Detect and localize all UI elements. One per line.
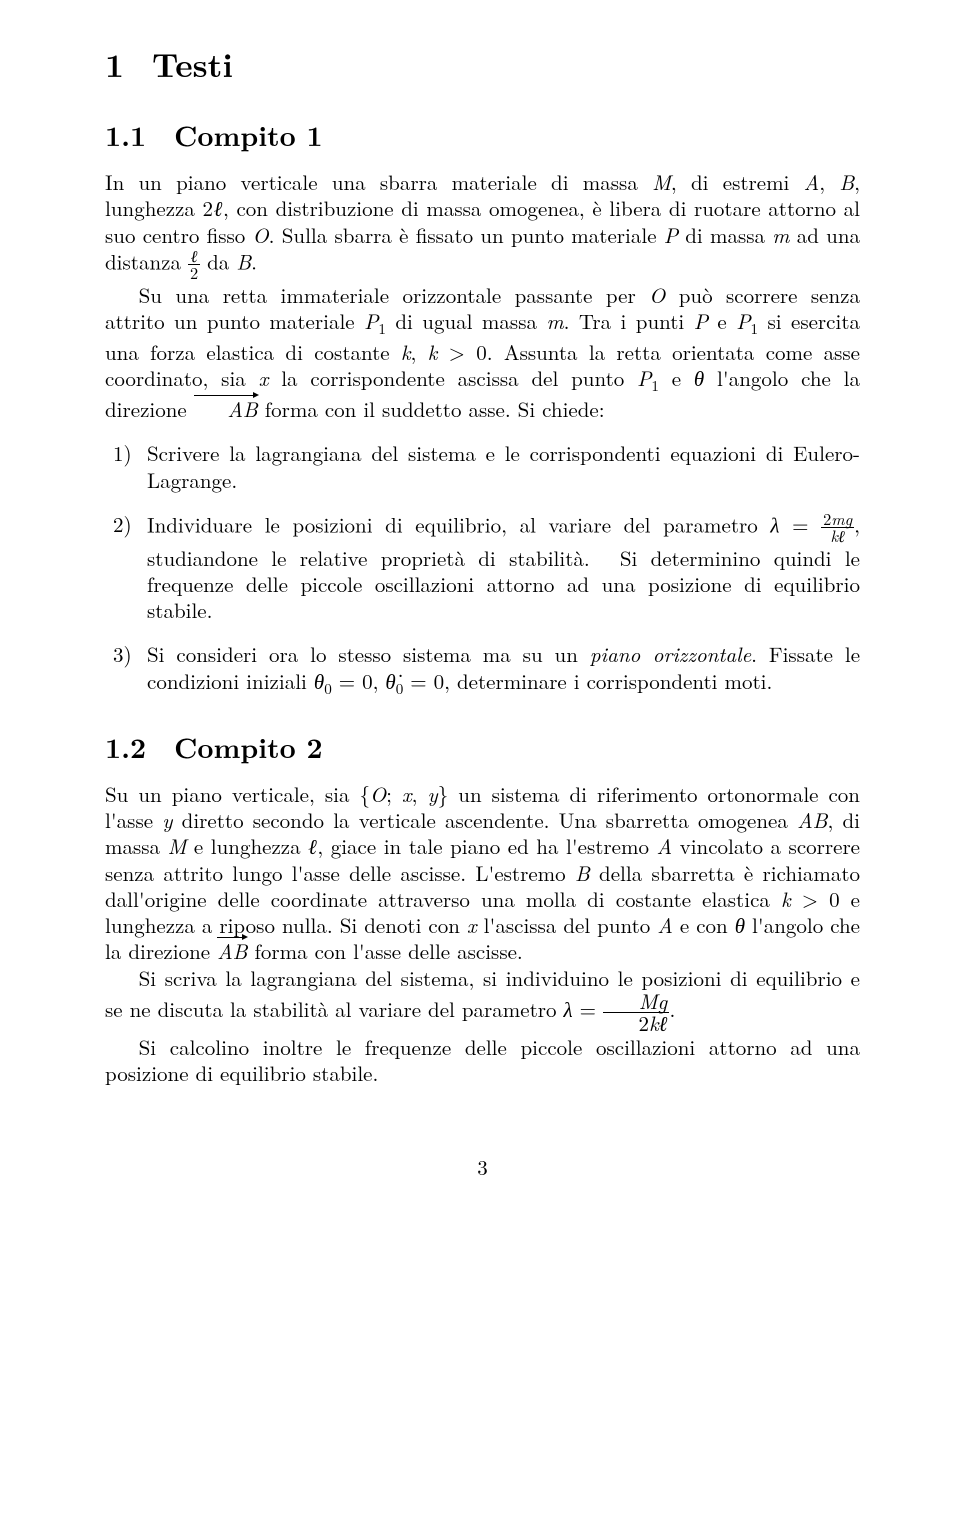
sub2-paragraph-3: Si calcolino inoltre le frequenze delle … [105,1034,860,1087]
sub1-list: 1) Scrivere la lagrangiana del sistema e… [105,440,860,698]
list-item: 1) Scrivere la lagrangiana del sistema e… [105,440,860,493]
subsection-2-heading: 1.2 Compito 2 [105,727,860,767]
list-marker: 3) [113,641,132,667]
subsection-1-heading: 1.1 Compito 1 [105,115,860,155]
list-marker: 2) [113,511,132,537]
subsection-1-title: Compito 1 [174,115,322,155]
sub2-paragraph-1: Su un piano verticale, sia {O; x, y} un … [105,781,860,965]
page-number: 3 [105,1152,860,1182]
sub1-paragraph-1: In un piano verticale una sbarra materia… [105,169,860,282]
section-number: 1 [105,40,124,87]
sub1-paragraph-2: Su una retta immateriale orizzontale pas… [105,282,860,423]
sub2-paragraph-2: Si scriva la lagrangiana del sistema, si… [105,965,860,1034]
section-title: Testi [152,40,233,87]
list-item: 3) Si consideri ora lo stesso sistema ma… [105,641,860,698]
page: 1 Testi 1.1 Compito 1 In un piano vertical… [0,0,960,1232]
subsection-2-title: Compito 2 [174,727,322,767]
section-heading: 1 Testi [105,40,860,87]
subsection-1-number: 1.1 [105,115,146,155]
list-marker: 1) [113,440,132,466]
subsection-2-number: 1.2 [105,727,146,767]
list-item: 2) Individuare le posizioni di equilibri… [105,511,860,624]
